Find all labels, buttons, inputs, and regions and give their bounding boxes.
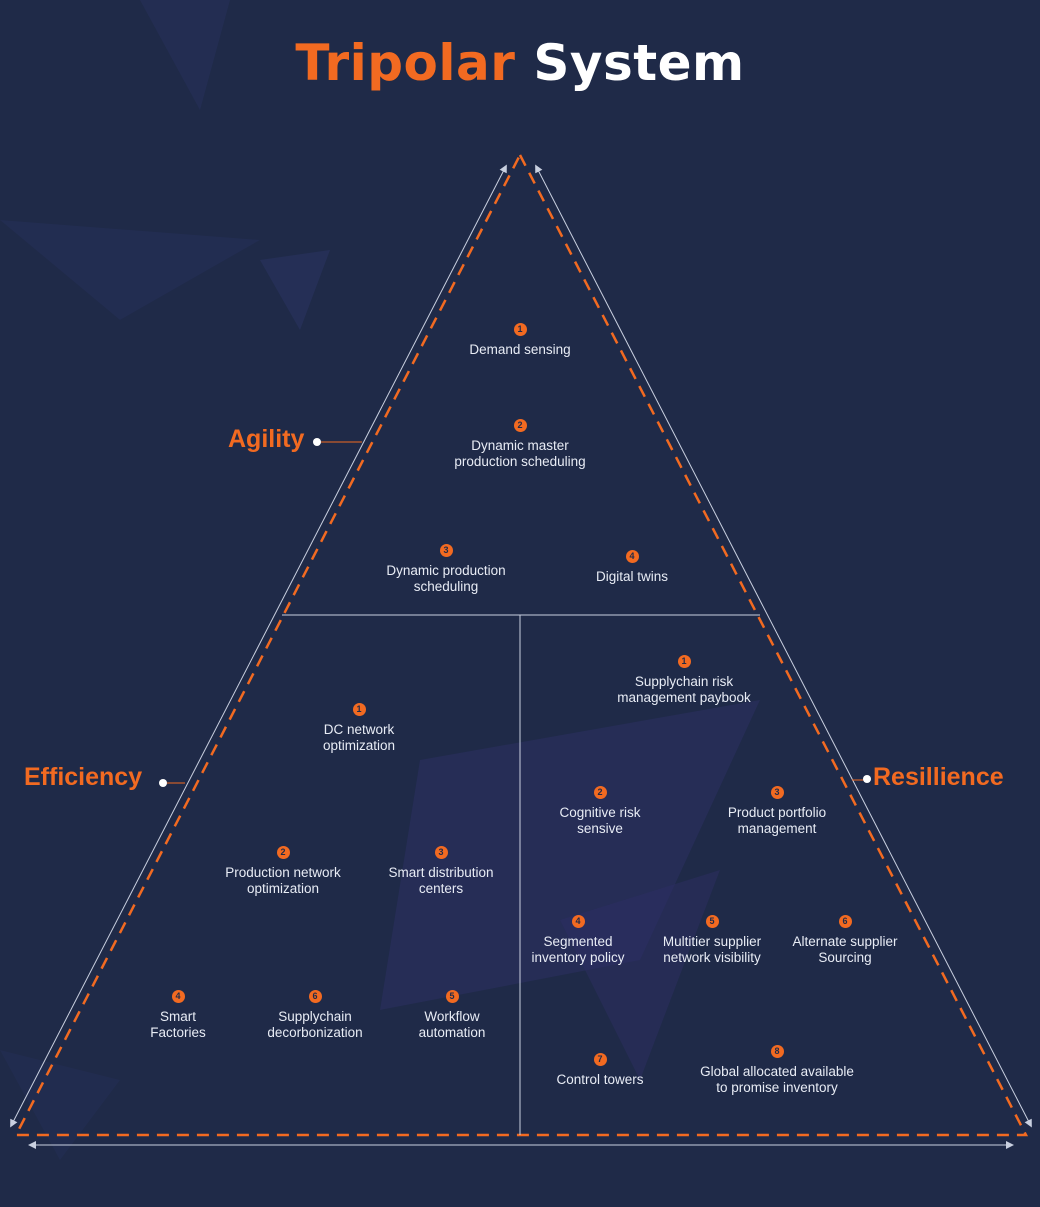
- item-text-line: Smart distribution: [388, 865, 494, 880]
- number-badge: 5: [445, 990, 459, 1003]
- item-text-line: Production network: [225, 865, 341, 880]
- item-text-line: optimization: [246, 881, 320, 896]
- diagram-item: 6 Supplychain decorbonization: [225, 990, 405, 1041]
- item-text-line: Supplychain risk: [634, 674, 734, 689]
- item-text-line: Dynamic production: [386, 563, 506, 578]
- number-badge: 1: [352, 703, 366, 716]
- item-text-line: to promise inventory: [716, 1080, 838, 1095]
- item-text-line: Supplychain: [278, 1009, 352, 1024]
- efficiency-label: Efficiency: [24, 763, 143, 791]
- number-badge: 4: [171, 990, 185, 1003]
- item-text-line: automation: [418, 1025, 486, 1040]
- diagram-item: 1 Demand sensing: [430, 323, 610, 358]
- item-text-line: Global allocated available: [700, 1064, 854, 1079]
- efficiency-dot: [159, 779, 167, 787]
- diagram-item: 3 Product portfolio management: [687, 786, 867, 837]
- item-text-line: Control towers: [556, 1072, 644, 1087]
- item-text-line: Sourcing: [818, 950, 872, 965]
- diagram-item: 5 Multitier supplier network visibility: [622, 915, 802, 966]
- left-arrow-line: [10, 164, 507, 1128]
- agility-label: Agility: [228, 425, 305, 453]
- page-title: Tripolar System: [0, 34, 1040, 92]
- number-badge: 8: [770, 1045, 784, 1058]
- number-badge: 1: [677, 655, 691, 668]
- item-text-line: Cognitive risk: [559, 805, 641, 820]
- number-badge: 3: [439, 544, 453, 557]
- item-text-line: Dynamic master: [471, 438, 569, 453]
- right-arrow-line: [535, 164, 1032, 1128]
- item-text-line: optimization: [322, 738, 396, 753]
- item-text-line: network visibility: [663, 950, 761, 965]
- diagram-item: 3 Dynamic production scheduling: [356, 544, 536, 595]
- diagram-item: 7 Control towers: [510, 1053, 690, 1088]
- resilience-dot: [863, 775, 871, 783]
- item-text-line: Factories: [150, 1025, 206, 1040]
- item-text-line: sensive: [577, 821, 623, 836]
- diagram-item: 5 Workflow automation: [362, 990, 542, 1041]
- item-text-line: Multitier supplier: [662, 934, 762, 949]
- number-badge: 2: [276, 846, 290, 859]
- item-text-line: management: [737, 821, 817, 836]
- item-text-line: centers: [418, 881, 464, 896]
- item-text-line: scheduling: [413, 579, 479, 594]
- number-badge: 3: [434, 846, 448, 859]
- dashed-triangle: [13, 152, 1029, 1137]
- diagram-item: 1 DC network optimization: [269, 703, 449, 754]
- number-badge: 1: [513, 323, 527, 336]
- item-text-line: inventory policy: [531, 950, 625, 965]
- item-text-line: Product portfolio: [727, 805, 827, 820]
- number-badge: 4: [625, 550, 639, 563]
- item-text-line: production scheduling: [454, 454, 586, 469]
- number-badge: 3: [770, 786, 784, 799]
- diagram-item: 2 Dynamic master production scheduling: [430, 419, 610, 470]
- diagram-item: 6 Alternate supplier Sourcing: [755, 915, 935, 966]
- number-badge: 6: [838, 915, 852, 928]
- item-text-line: decorbonization: [267, 1025, 363, 1040]
- item-text-line: Smart: [159, 1009, 196, 1024]
- item-text-line: management paybook: [617, 690, 751, 705]
- number-badge: 6: [308, 990, 322, 1003]
- diagram-item: 3 Smart distribution centers: [351, 846, 531, 897]
- item-text-line: Alternate supplier: [792, 934, 898, 949]
- number-badge: 2: [593, 786, 607, 799]
- item-text-line: DC network: [323, 722, 395, 737]
- diagram-item: 8 Global allocated available to promise in…: [687, 1045, 867, 1096]
- item-text-line: Workflow: [424, 1009, 480, 1024]
- agility-dot: [313, 438, 321, 446]
- item-text-line: Segmented: [543, 934, 613, 949]
- number-badge: 5: [705, 915, 719, 928]
- diagram-item: 4 Digital twins: [542, 550, 722, 585]
- diagram-item: 4 Smart Factories: [88, 990, 268, 1041]
- diagram-item: 2 Production network optimization: [193, 846, 373, 897]
- item-text-line: Demand sensing: [469, 342, 571, 357]
- title-part1: Tripolar: [295, 34, 516, 92]
- diagram-item: 2 Cognitive risk sensive: [510, 786, 690, 837]
- title-part2: System: [533, 34, 745, 92]
- number-badge: 7: [593, 1053, 607, 1066]
- number-badge: 2: [513, 419, 527, 432]
- diagram-item: 1 Supplychain risk management paybook: [594, 655, 774, 706]
- resilience-label: Resillience: [873, 763, 1004, 791]
- number-badge: 4: [571, 915, 585, 928]
- diagram-item: 4 Segmented inventory policy: [488, 915, 668, 966]
- item-text-line: Digital twins: [595, 569, 669, 584]
